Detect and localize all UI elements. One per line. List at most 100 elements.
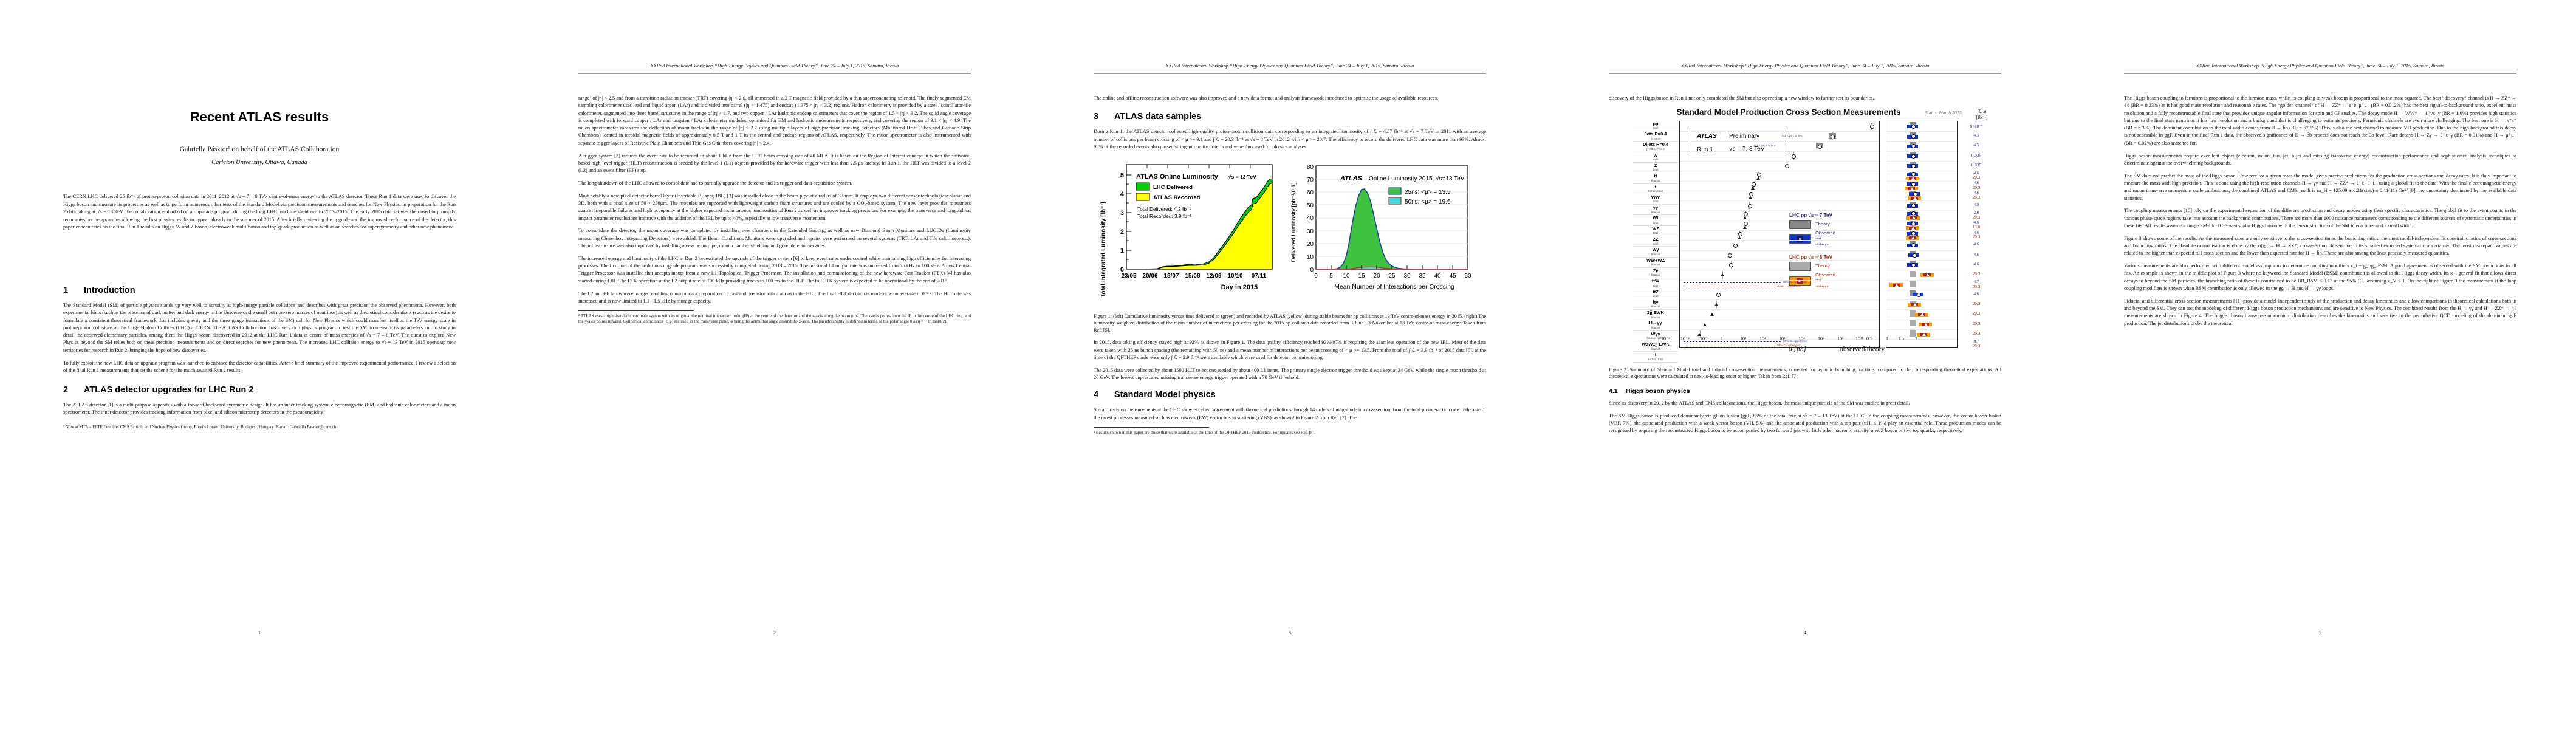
paragraph: Since its discovery in 2012 by the ATLAS… [1609,400,1910,406]
sm-process-label: t̄tZ [1653,289,1659,295]
running-head: XXIInd International Workshop “High-Ener… [650,63,899,69]
sm-xlabel-right: observed/theory [1840,345,1885,353]
sm-lum-value-7tev: 4.6 [1973,180,1979,186]
sm-process-sublabel: fiducial [1651,315,1660,319]
sm-observed-marker-7tev [1716,293,1721,298]
paragraph: range² of |η| < 2.5 and from a transitio… [578,95,971,146]
section-number: 2 [63,385,69,395]
section-heading-3: 3 ATLAS data samples [1094,112,1486,122]
sm-process-sublabel: total [1653,295,1659,298]
sm-process-sublabel: fiducial [1651,210,1660,214]
ytick: 20 [1307,241,1314,248]
section-number: 3 [1094,112,1099,122]
sm-lum-value-7tev: 4.6 [1973,252,1979,257]
sm-ratio-marker-7tev [1911,243,1916,248]
sm-gridline [1680,180,1879,182]
sm-process-label: W±W±jj EWK [1642,341,1670,347]
sm-lum-value-7tev: 0.7 [1973,338,1979,344]
pileup-chart: Delivered Luminosity [pb⁻¹/0.1] 0 10 20 … [1290,164,1471,290]
ytick: 10 [1307,254,1314,261]
sm-gridline [1886,131,1957,132]
section-number: 4 [1094,390,1099,400]
sm-legend8-header: LHC pp √s = 8 TeV [1789,255,1832,261]
sm-process-label: Wγ [1652,247,1659,253]
sm-gridline [1886,309,1957,310]
table-row: pp total [1633,121,1678,132]
sm-process-label: t̄tγ [1653,299,1659,305]
sm-annot-jets: 0.1 < pₜ < 2 TeV [1782,134,1803,138]
sm-process-sublabel: |y|<3.0, y*<3.0 [1646,147,1665,151]
footnote: ² ATLAS uses a right-handed coordinate s… [578,313,971,324]
sm-legend7-header: LHC pp √s = 7 TeV [1789,212,1832,218]
sm-upper-limit-label: 95% CL upper limit [1783,340,1807,343]
sm-lum-value-7tev: 4.6 [1973,220,1979,225]
sm-legend7-observed-swatch [1789,234,1811,244]
sm-process-label: ZZ [1653,236,1659,242]
sm-lum-value-8tev: 20.3 [1972,214,1981,220]
sm-gridline [1680,299,1879,301]
paragraph: During Run 1, the ATLAS detector collect… [1094,129,1486,149]
table-row: Dijets R=0.4 |y|<3.0, y*<3.0 [1633,142,1678,152]
footnote-rule [1094,426,1209,428]
sm-legend7-observed-label: Observed stat stat+syst [1815,230,1835,247]
ytick: 70 [1307,177,1314,183]
sm-xtick-left: 10¹¹ [1855,335,1863,341]
legend-25ns: 25ns: <μ> = 13.5 [1405,189,1451,196]
table-row: ZZ total [1633,236,1678,247]
sm-process-sublabel: total [1653,126,1659,130]
figure-1: Total Integrated Luminosity [fb⁻¹] 0 1 2… [1094,156,1486,308]
sm-row-labels: pp total Jets R=0.4 |y|<3.0 Dijets R=0.4 |y|<… [1633,121,1678,363]
sm-ratio-marker-8tev [1911,177,1915,180]
sm-gridline [1886,339,1957,340]
sm-lum-value-7tev: 8×10⁻⁸ [1970,123,1983,129]
sm-xtick-left: 10⁵ [1818,335,1824,341]
legend-delivered: LHC Delivered [1153,184,1193,191]
table-row: t t-chan, total [1633,184,1678,194]
page-number: 1 [258,630,261,635]
sm-chart-grid: pp total Jets R=0.4 |y|<3.0 Dijets R=0.4 |y|<… [1633,120,2001,363]
sm-process-sublabel: total [1653,231,1659,235]
sm-gridline [1886,210,1957,211]
sm-gridline [1680,160,1879,162]
sm-process-label: t̄t [1654,173,1657,179]
section-heading-4-1: 4.1 Higgs boson physics [1609,388,2001,395]
sm-ratio-marker-8tev [1926,273,1930,277]
sm-header-box: ATLAS Preliminary Run 1 √s = 7, 8 TeV [1691,127,1784,160]
sm-lum-value-8tev: 20.3 [1972,284,1981,289]
sm-process-sublabel: total [1653,284,1659,287]
page1-body: 1 Introduction The Standard Model (SM) of… [63,286,456,431]
sm-lum-value-8tev: 13.0 [1972,224,1981,230]
table-row: Wt total [1633,215,1678,226]
sm-ratio-marker-8tev [1913,303,1917,307]
sm-lum-value-7tev: 4.6 [1973,190,1979,196]
xtick: 50 [1464,273,1471,279]
sm-observed-marker-7tev [1744,211,1749,216]
sm-legend8-stat: stat [1815,279,1821,283]
paragraph: discovery of the Higgs boson in Run 1 no… [1609,95,1874,101]
paragraph: The SM Higgs boson is produced dominantl… [1609,412,2001,434]
paragraph: To fully exploit the new LHC data an upg… [63,360,456,373]
page-number: 2 [773,630,776,635]
sm-upper-limit-line [1684,282,1781,283]
paragraph: Figure 3 shows some of the results. As t… [2124,235,2516,256]
luminosity-chart-title: ATLAS Online Luminosity [1136,173,1219,180]
table-row: t̄tγ fiducial [1633,299,1678,310]
sm-gridline [1680,131,1879,132]
sm-observed-marker-7tev [1831,134,1835,139]
sm-lum-header-l2: [fb⁻¹] [1976,114,1988,120]
sm-observed-marker-7tev [1744,222,1749,227]
table-row: WW total [1633,194,1678,205]
sm-gridline [1886,200,1957,202]
header-rule-thin [1609,73,2001,74]
sm-theory-band-ratio-8tev [1910,310,1916,317]
page5-body: The Higgs boson coupling to fermions is … [2124,95,2516,333]
sm-process-label: Z [1654,162,1657,168]
sm-observed-marker-7tev [1728,253,1733,258]
sm-observed-marker-7tev [1792,154,1797,159]
xtick: 12/09 [1206,273,1221,279]
table-row: t̄tW total [1633,278,1678,289]
sm-legend8-theory: Theory [1789,262,1874,272]
paragraph: A trigger system [2] reduces the event r… [578,152,971,174]
luminosity-xlabel: Day in 2015 [1221,284,1258,291]
